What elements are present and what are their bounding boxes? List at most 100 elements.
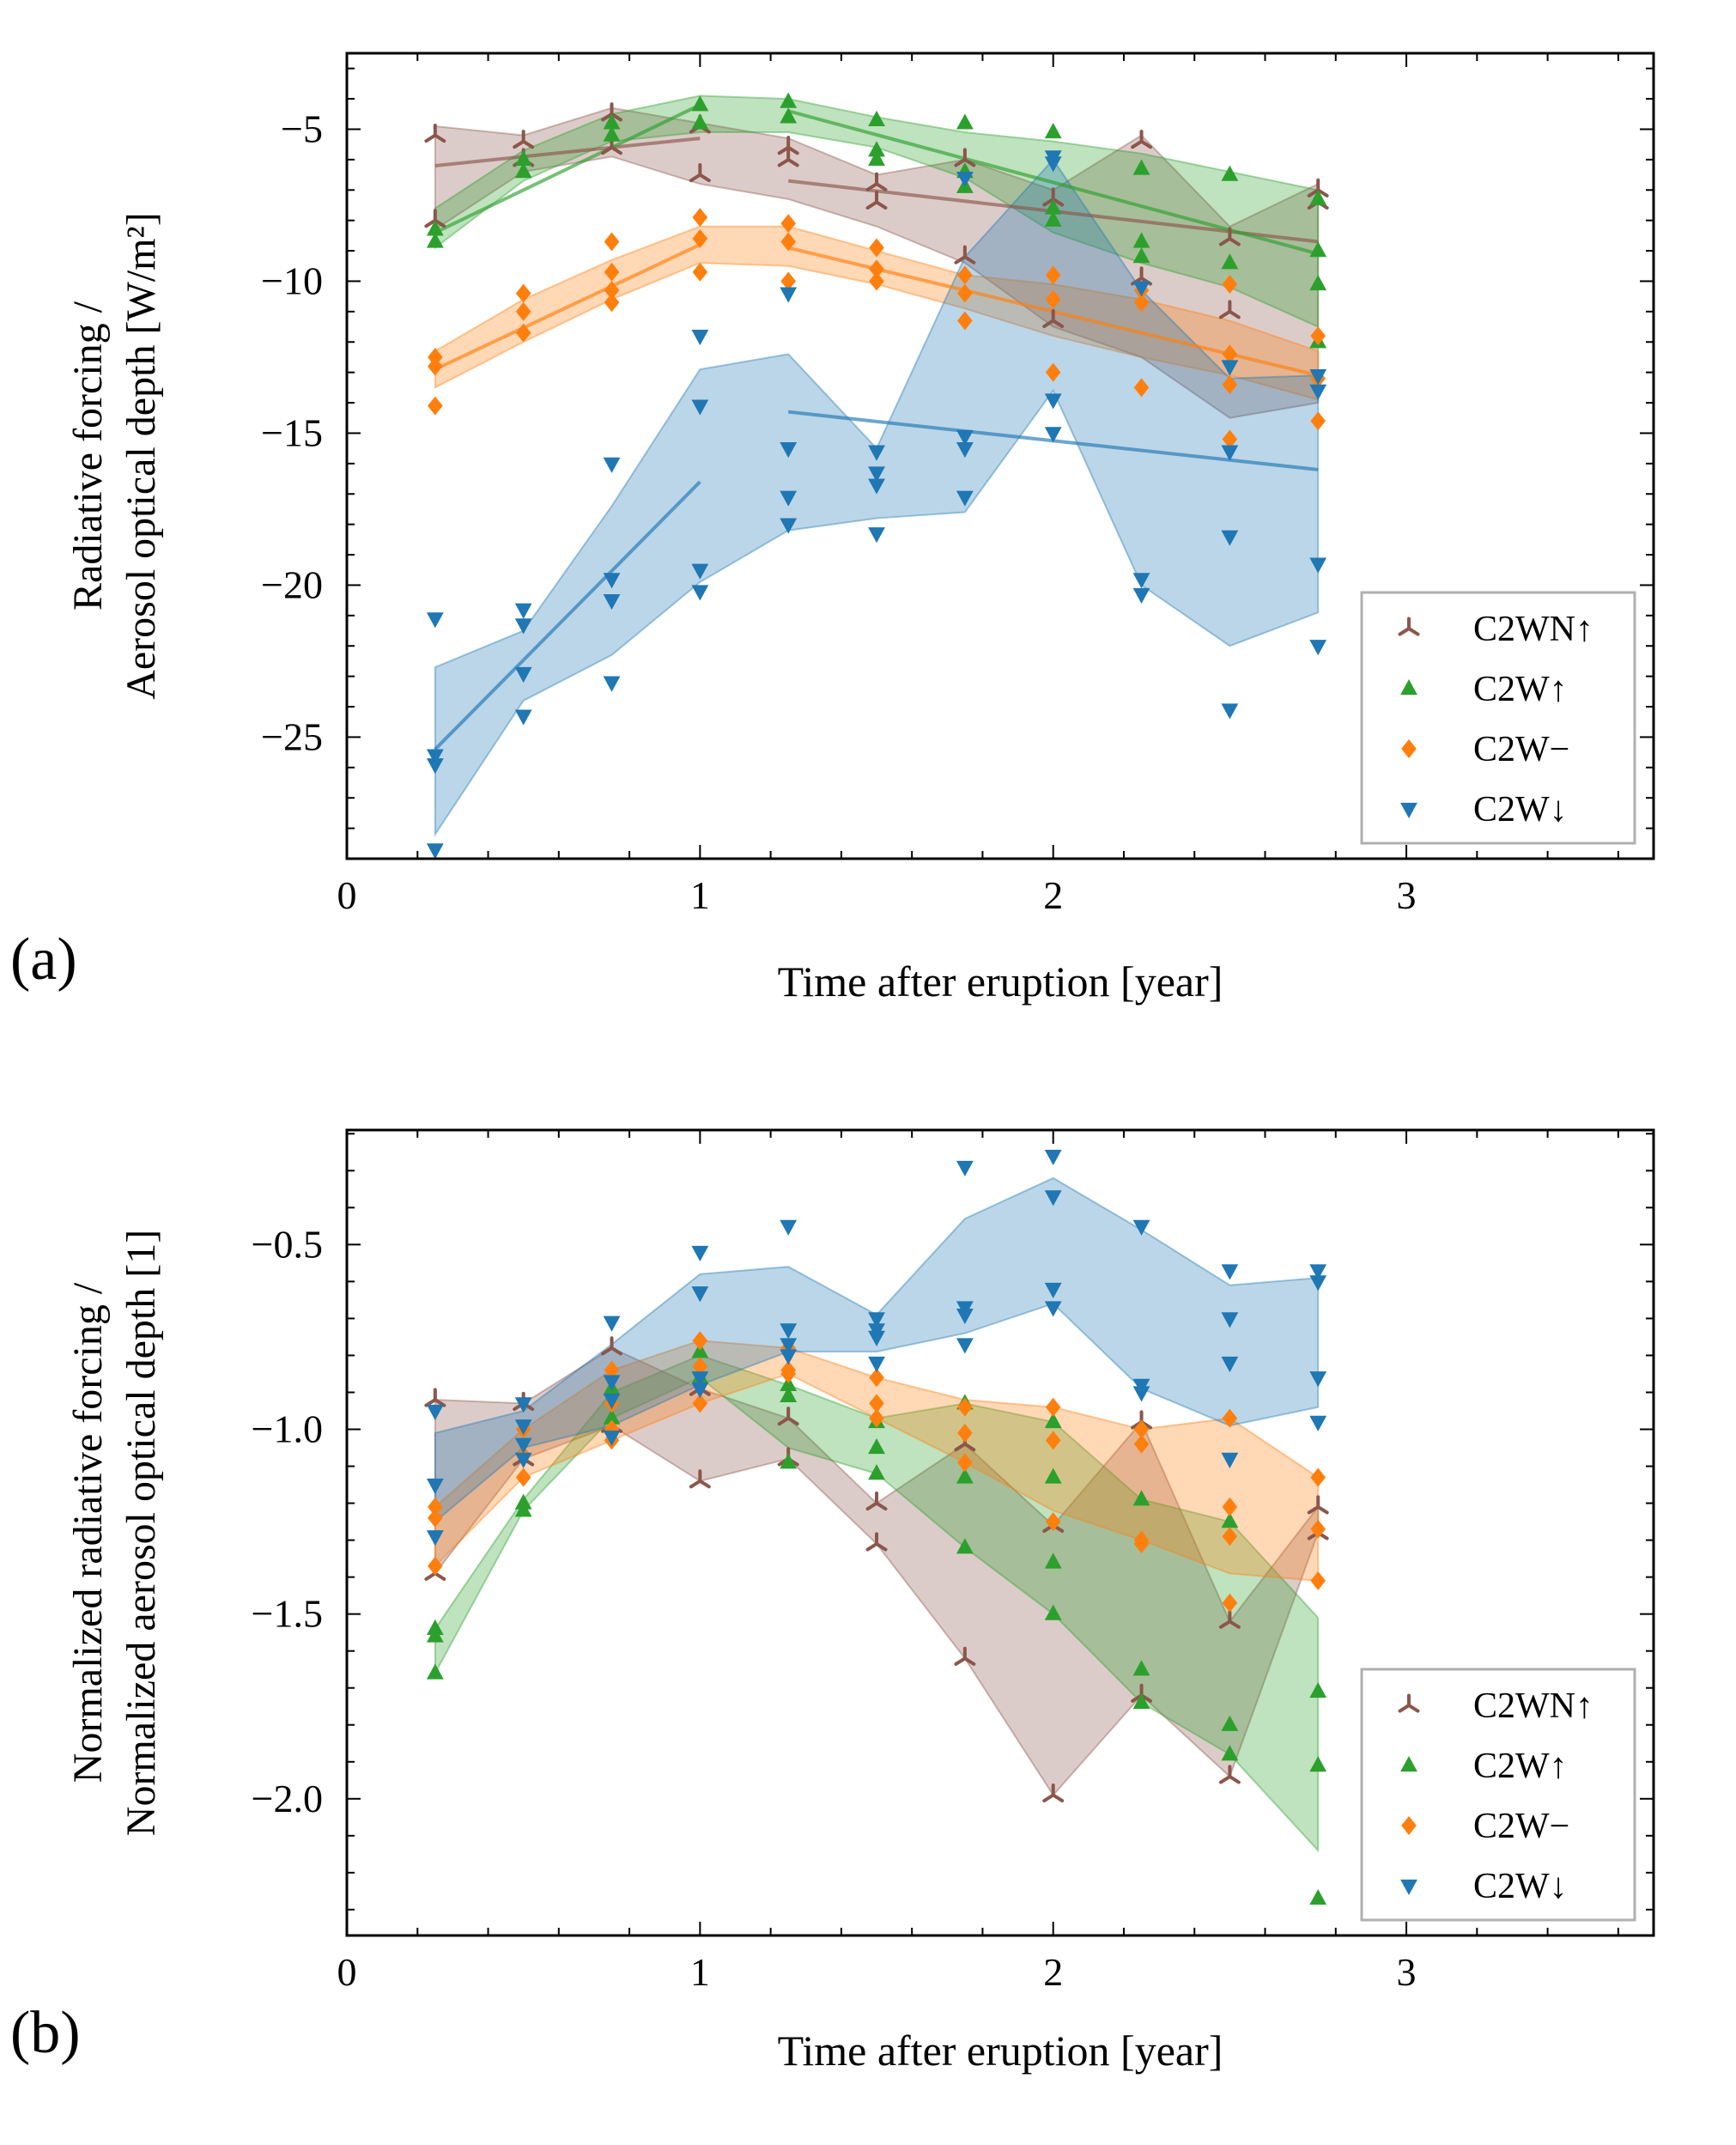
data-point [956,171,974,188]
data-point [515,1467,531,1487]
legend-box [1360,591,1636,845]
data-point [957,311,973,331]
data-point [1309,1888,1327,1905]
data-point [691,563,709,580]
data-point [868,1438,885,1455]
data-point [692,1331,708,1351]
data-point [514,603,532,619]
data-point [1132,281,1150,297]
data-point [514,1437,532,1454]
data-point [777,148,799,167]
data-point [1218,1609,1241,1629]
data-point [777,1407,799,1426]
data-point [603,1316,621,1332]
data-point [515,323,531,343]
data-point [1042,308,1065,329]
data-point [869,238,884,258]
data-point [1045,1431,1061,1450]
data-point [603,1375,621,1391]
legend-box [1360,1668,1636,1922]
data-point [1222,1408,1238,1428]
data-point [1132,1219,1150,1236]
y-tick-label: −25 [261,714,323,758]
data-point [426,232,444,248]
data-point [1045,289,1061,309]
legend-label: C2W↑ [1473,1747,1568,1786]
data-point [956,1538,974,1554]
data-point [1222,374,1238,394]
data-point [957,1397,973,1417]
data-point [865,1532,888,1552]
data-point [1221,1312,1239,1328]
data-point [1221,253,1239,270]
data-point [868,445,885,461]
fit-line [434,243,701,371]
data-point [514,1501,532,1517]
data-point [780,442,798,459]
data-point [1045,1397,1061,1417]
data-point [956,113,974,130]
data-point [514,1397,532,1413]
band-C2W↓ [434,1176,1320,1524]
data-point [1133,378,1150,398]
data-point [1044,210,1062,227]
legend-marker [1401,739,1417,758]
data-point [426,1663,444,1680]
data-point [1222,275,1238,295]
data-point [1309,640,1327,656]
data-point [1042,187,1065,207]
data-point [1218,300,1241,319]
x-tick-label: 1 [690,1950,710,1994]
x-tick-label: 0 [337,1950,357,1994]
data-point [1310,1519,1326,1539]
data-point [780,518,798,534]
y-tick-label: −0.5 [252,1222,323,1266]
data-point [780,214,796,234]
data-point [691,399,709,416]
data-point [601,102,622,122]
data-point [780,1453,798,1469]
fit-line [434,103,701,234]
data-point [604,281,620,301]
data-point [1044,1190,1062,1206]
data-point [1222,429,1238,449]
data-point [1309,384,1327,400]
data-point [689,163,711,183]
data-point [692,1357,708,1376]
data-point [869,271,884,291]
data-point [603,113,621,130]
data-point [428,1508,443,1528]
data-point [514,1452,532,1468]
data-point [1044,156,1062,173]
data-point [604,1360,620,1380]
data-point [1132,1490,1150,1506]
data-point [603,1408,621,1425]
data-point [426,1478,444,1495]
y-tick-label: −15 [261,410,323,454]
data-point [869,1368,884,1388]
data-point [954,245,976,264]
data-point [1309,557,1327,574]
data-point [1133,293,1150,313]
data-point [1307,1495,1329,1515]
data-point [780,1219,798,1236]
legend-marker [1398,617,1420,636]
data-point [603,1393,621,1410]
data-point [780,1349,798,1365]
data-point [1131,130,1152,149]
data-point [1221,445,1239,461]
data-point [692,262,708,282]
data-point [868,1464,885,1480]
data-point [1044,1604,1062,1620]
data-point [1044,393,1062,410]
data-point [603,457,621,473]
panel-letter: (a) [10,927,77,993]
data-point [1045,265,1061,285]
legend-label: C2W↓ [1473,790,1568,829]
data-point [1218,227,1241,246]
y-axis-label: Aerosol optical depth [W/m²] [118,212,164,700]
data-point [691,1382,709,1399]
data-point [780,232,796,252]
data-point [691,1245,709,1261]
data-point [1045,1512,1061,1532]
